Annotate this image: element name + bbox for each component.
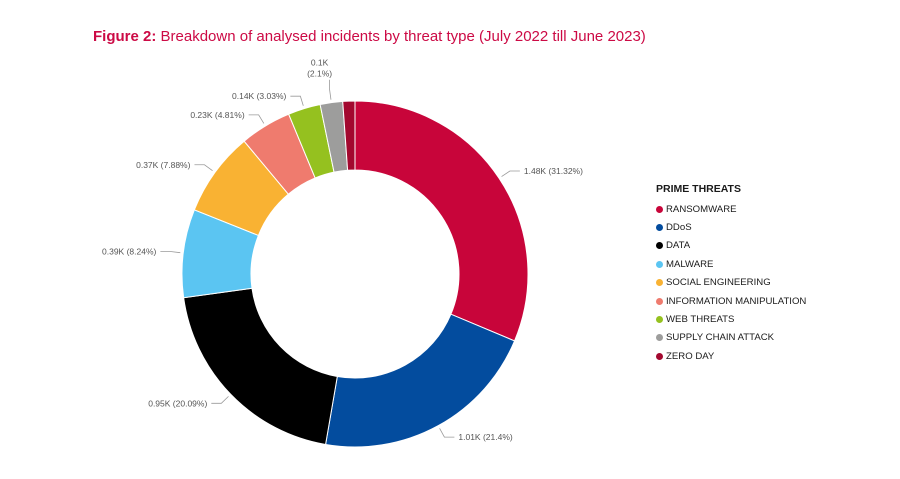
legend-label: SOCIAL ENGINEERING xyxy=(666,277,771,289)
legend-swatch xyxy=(656,316,663,324)
figure-title: Figure 2: Breakdown of analysed incident… xyxy=(93,28,646,45)
leader-line xyxy=(501,170,520,177)
legend-swatch xyxy=(656,297,663,305)
legend-item-malware[interactable]: MALWARE xyxy=(656,255,806,273)
legend-swatch xyxy=(656,242,663,250)
slice-ransomware[interactable] xyxy=(354,100,529,342)
data-label-information-manipulation: 0.23K (4.81%) xyxy=(190,110,265,124)
data-label-text: 0.39K (8.24%) xyxy=(102,246,157,256)
data-label-web-threats: 0.14K (3.03%) xyxy=(232,91,304,106)
legend-swatch xyxy=(656,334,663,342)
leader-line xyxy=(248,114,265,124)
legend-label: ZERO DAY xyxy=(666,350,715,362)
legend-label: INFORMATION MANIPULATION xyxy=(666,295,807,307)
legend-label: MALWARE xyxy=(666,258,714,270)
legend-swatch xyxy=(656,260,663,268)
legend-item-web-threats[interactable]: WEB THREATS xyxy=(656,310,806,328)
legend: PRIME THREATS RANSOMWARE DDoS DATA MALWARE S… xyxy=(656,183,806,366)
legend-item-supply-chain-attack[interactable]: SUPPLY CHAIN ATTACK xyxy=(656,329,806,347)
data-label-ddos: 1.01K (21.4%) xyxy=(439,428,513,442)
leader-line xyxy=(439,428,455,438)
data-label-text: 0.95K (20.09%) xyxy=(148,398,207,408)
legend-swatch xyxy=(656,352,663,360)
figure-number: Figure 2: xyxy=(93,28,157,45)
legend-swatch xyxy=(656,224,663,232)
slice-data[interactable] xyxy=(183,287,338,446)
legend-label: RANSOMWARE xyxy=(666,203,737,215)
leader-line xyxy=(211,396,229,404)
data-label-data: 0.95K (20.09%) xyxy=(148,396,229,408)
leader-line xyxy=(194,164,213,171)
slice-zero-day[interactable] xyxy=(342,100,356,171)
legend-item-data[interactable]: DATA xyxy=(656,237,806,255)
legend-swatch xyxy=(656,205,663,213)
data-label-text: 0.14K (3.03%) xyxy=(232,91,287,101)
figure-caption: Breakdown of analysed incidents by threa… xyxy=(160,28,646,45)
data-label-social-engineering: 0.37K (7.88%) xyxy=(136,160,213,171)
legend-label: DATA xyxy=(666,240,691,252)
legend-item-zero-day[interactable]: ZERO DAY xyxy=(656,347,806,365)
legend-item-social-engineering[interactable]: SOCIAL ENGINEERING xyxy=(656,274,806,292)
data-label-text: 0.1K (2.1%) xyxy=(307,58,332,79)
legend-label: DDoS xyxy=(666,222,692,234)
data-label-text: 0.23K (4.81%) xyxy=(190,110,245,120)
leader-line xyxy=(290,95,304,106)
data-label-ransomware: 1.48K (31.32%) xyxy=(501,166,583,177)
legend-item-information-manipulation[interactable]: INFORMATION MANIPULATION xyxy=(656,292,806,310)
legend-item-ddos[interactable]: DDoS xyxy=(656,218,806,236)
leader-line xyxy=(160,251,181,254)
data-label-malware: 0.39K (8.24%) xyxy=(102,246,181,256)
legend-swatch xyxy=(656,279,663,287)
legend-label: SUPPLY CHAIN ATTACK xyxy=(666,332,775,344)
data-label-text: 1.48K (31.32%) xyxy=(524,166,583,176)
legend-title: PRIME THREATS xyxy=(656,183,741,195)
data-label-text: 1.01K (21.4%) xyxy=(458,432,513,442)
legend-label: WEB THREATS xyxy=(666,314,735,326)
leader-line xyxy=(329,79,332,100)
data-label-supply-chain-attack: 0.1K (2.1%) xyxy=(307,58,332,100)
slice-ddos[interactable] xyxy=(325,313,516,448)
data-label-text: 0.37K (7.88%) xyxy=(136,160,191,170)
legend-item-ransomware[interactable]: RANSOMWARE xyxy=(656,200,806,218)
